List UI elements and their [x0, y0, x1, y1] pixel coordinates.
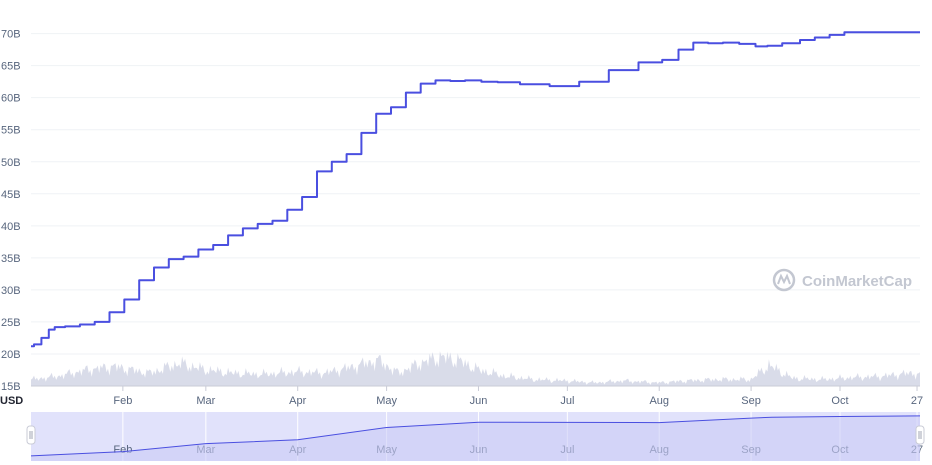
y-tick-label: 60B	[1, 93, 21, 105]
x-tick-label: Mar	[196, 395, 215, 407]
y-tick-label: 25B	[1, 317, 21, 329]
y-tick-label: 50B	[1, 157, 21, 169]
x-tick-label: 27	[911, 395, 923, 407]
volume-area	[31, 351, 920, 386]
x-tick-label: Apr	[289, 395, 306, 407]
watermark-text: CoinMarketCap	[802, 273, 912, 290]
y-tick-label: 70B	[1, 29, 21, 41]
y-tick-label: 40B	[1, 221, 21, 233]
x-tick-label: Aug	[649, 395, 669, 407]
y-tick-label: 15B	[1, 381, 21, 393]
x-tick-label: Feb	[113, 395, 132, 407]
navigator-line	[30, 415, 921, 461]
navigator-area	[31, 415, 920, 461]
y-tick-label: 65B	[1, 61, 21, 73]
left-handle-grip-icon[interactable]	[26, 425, 36, 445]
unit-label: USD	[0, 395, 23, 407]
navigator-right-handle[interactable]	[915, 425, 925, 445]
volume-area-path	[31, 351, 920, 386]
x-axis-labels: Feb Mar Apr May Jun Jul Aug Sep Oct 27	[31, 385, 923, 407]
navigator-series-line	[30, 415, 921, 457]
coinmarketcap-logo-icon	[772, 268, 796, 292]
x-tick-label: Jul	[560, 395, 574, 407]
y-axis-labels: 15B 20B 25B 30B 35B 40B 45B 50B 55B 60B 65B 70B	[1, 29, 21, 393]
y-tick-label: 45B	[1, 189, 21, 201]
y-tick-label: 55B	[1, 125, 21, 137]
price-line	[31, 31, 920, 348]
y-tick-label: 30B	[1, 285, 21, 297]
gridlines	[31, 33, 920, 387]
x-tick-label: Oct	[831, 395, 848, 407]
x-tick-label: Sep	[741, 395, 761, 407]
x-tick-label: Jun	[470, 395, 488, 407]
x-tick-label: May	[376, 395, 397, 407]
navigator-left-handle[interactable]	[26, 425, 36, 445]
coinmarketcap-watermark: CoinMarketCap	[772, 268, 912, 292]
logo-mark-icon	[777, 273, 791, 285]
y-tick-label: 35B	[1, 253, 21, 265]
y-tick-label: 20B	[1, 349, 21, 361]
right-handle-grip-icon[interactable]	[915, 425, 925, 445]
price-series-line	[31, 31, 920, 348]
